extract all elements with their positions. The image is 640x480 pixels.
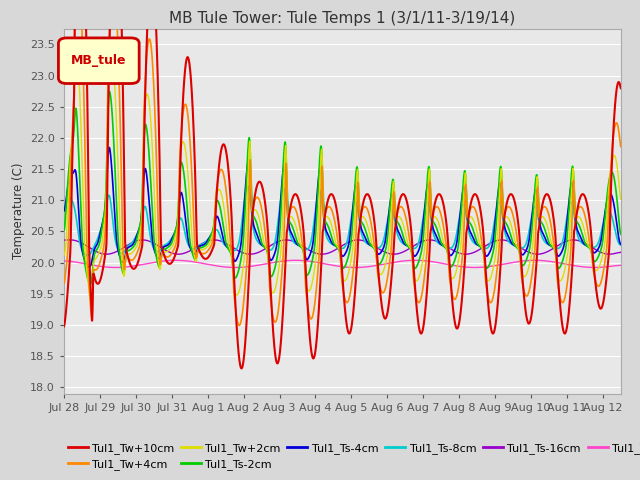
- Text: MB_tule: MB_tule: [71, 54, 127, 67]
- Y-axis label: Temperature (C): Temperature (C): [12, 163, 24, 260]
- Title: MB Tule Tower: Tule Temps 1 (3/1/11-3/19/14): MB Tule Tower: Tule Temps 1 (3/1/11-3/19…: [169, 11, 516, 26]
- Legend: Tul1_Tw+10cm, Tul1_Tw+4cm, Tul1_Tw+2cm, Tul1_Ts-2cm, Tul1_Ts-4cm, Tul1_Ts-8cm, T: Tul1_Tw+10cm, Tul1_Tw+4cm, Tul1_Tw+2cm, …: [63, 438, 640, 474]
- FancyBboxPatch shape: [58, 38, 139, 84]
